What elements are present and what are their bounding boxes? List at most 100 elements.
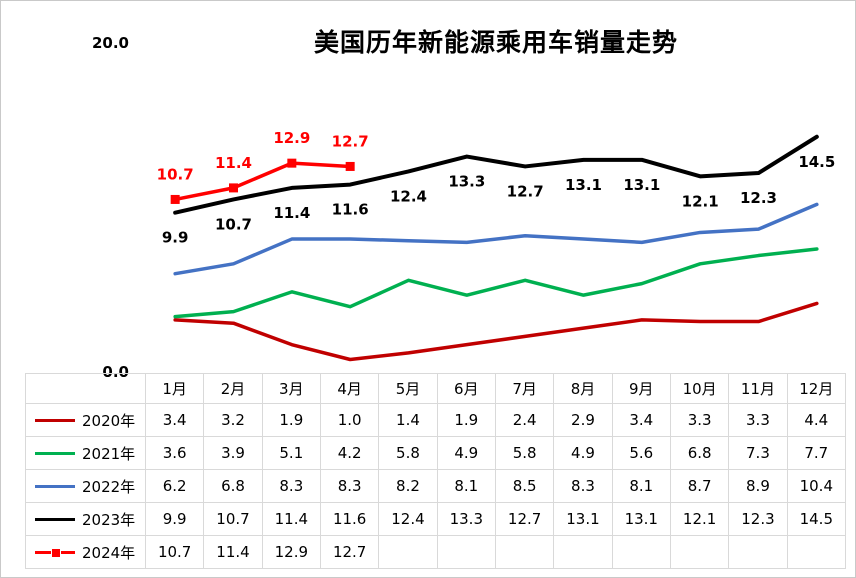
table-cell: 8.5: [494, 469, 555, 503]
table-cell: [378, 535, 438, 569]
table-cell: 5.1: [261, 436, 321, 470]
table-row-2020年: 2020年 3.4 3.2 1.9 1.0 1.4 1.9 2.4 2.9 3.4 3.3 3.3 4.…: [25, 403, 847, 437]
legend-cell-2023年: 2023年: [25, 502, 146, 536]
data-label-2023年: 12.7: [507, 182, 544, 200]
series-marker-2024年: [170, 194, 180, 204]
table-cell: 11.4: [203, 535, 263, 569]
data-label-2023年: 10.7: [215, 215, 252, 233]
table-cell: 8.3: [319, 469, 380, 503]
table-cell: 6.8: [669, 436, 730, 470]
table-cell: 4.2: [319, 436, 380, 470]
table-cell: 3.4: [611, 403, 671, 437]
table-cell: 5.6: [611, 436, 671, 470]
table-cell: 3.2: [203, 403, 263, 437]
table-cell: 3.4: [144, 403, 205, 437]
data-label-2024年: 10.7: [157, 165, 194, 183]
data-label-2023年: 14.5: [798, 153, 835, 171]
data-label-2023年: 13.1: [623, 176, 660, 194]
table-cell: [436, 535, 496, 569]
table-cell: 4.9: [553, 436, 613, 470]
data-label-2023年: 11.4: [273, 204, 310, 222]
month-header-cell: 2月: [203, 373, 263, 404]
table-cell: 12.7: [319, 535, 380, 569]
legend-label: 2021年: [82, 444, 136, 463]
table-cell: 12.3: [728, 502, 788, 536]
legend-label: 2024年: [82, 543, 136, 562]
table-body: 2020年 3.4 3.2 1.9 1.0 1.4 1.9 2.4 2.9 3.4 3.3 3.3 4.…: [25, 403, 847, 569]
month-header-cell: 9月: [611, 373, 671, 404]
month-header-cell: 12月: [786, 373, 847, 404]
table-row-2021年: 2021年 3.6 3.9 5.1 4.2 5.8 4.9 5.8 4.9 5.6 6.8 7.3 7.…: [25, 436, 847, 470]
table-cell: 12.4: [378, 502, 438, 536]
series-line-2024年: [173, 161, 352, 202]
table-cell: [611, 535, 671, 569]
table-cell: 11.4: [261, 502, 321, 536]
data-label-2023年: 13.3: [448, 173, 485, 191]
table-cell: [669, 535, 730, 569]
table-corner-cell: [25, 373, 146, 404]
table-cell: 8.3: [261, 469, 321, 503]
legend-cell-2021年: 2021年: [25, 436, 146, 470]
series-line-2023年: [173, 134, 819, 215]
table-cell: 4.4: [786, 403, 847, 437]
month-header-cell: 3月: [261, 373, 321, 404]
month-header-row: 1月 2月 3月 4月 5月 6月 7月 8月 9月 10月 11月 12月: [25, 373, 847, 404]
table-row-2023年: 2023年 9.9 10.7 11.4 11.6 12.4 13.3 12.7 13.1 13.1…: [25, 502, 847, 536]
legend-cell-2024年: 2024年: [25, 535, 146, 569]
table-cell: 13.1: [553, 502, 613, 536]
month-header-cell: 11月: [728, 373, 788, 404]
table-cell: [786, 535, 847, 569]
table-cell: 8.1: [436, 469, 496, 503]
data-label-2023年: 11.6: [332, 201, 369, 219]
month-header-cell: 8月: [553, 373, 613, 404]
data-label-2023年: 9.9: [162, 229, 189, 247]
table-cell: 13.3: [436, 502, 496, 536]
table-cell: [494, 535, 555, 569]
table-cell: 8.1: [611, 469, 671, 503]
table-cell: 8.9: [728, 469, 788, 503]
table-cell: 13.1: [611, 502, 671, 536]
table-cell: 8.7: [669, 469, 730, 503]
data-label-2023年: 12.3: [740, 189, 777, 207]
table-cell: 12.9: [261, 535, 321, 569]
table-cell: 7.7: [786, 436, 847, 470]
month-header-cell: 1月: [144, 373, 205, 404]
data-table: 1月 2月 3月 4月 5月 6月 7月 8月 9月 10月 11月 12月 2020年 3.4 3.2 1…: [25, 373, 847, 569]
table-cell: 3.3: [728, 403, 788, 437]
chart-title: 美国历年新能源乘用车销量走势: [313, 28, 678, 57]
data-label-2023年: 13.1: [565, 176, 602, 194]
legend-label: 2023年: [82, 510, 136, 529]
series-line-2021年: [173, 247, 819, 319]
table-cell: 9.9: [144, 502, 205, 536]
month-header-cell: 7月: [494, 373, 555, 404]
data-label-2023年: 12.1: [682, 192, 719, 210]
table-cell: 3.6: [144, 436, 205, 470]
table-cell: 5.8: [378, 436, 438, 470]
table-cell: 10.7: [144, 535, 205, 569]
table-cell: 12.7: [494, 502, 555, 536]
data-label-2023年: 12.4: [390, 187, 427, 205]
table-cell: 1.0: [319, 403, 380, 437]
month-header-cell: 5月: [378, 373, 438, 404]
series-marker-2024年: [229, 183, 238, 193]
legend-key-icon-2024年: [35, 547, 75, 558]
table-cell: 8.2: [378, 469, 438, 503]
table-cell: 3.3: [669, 403, 730, 437]
table-cell: 12.1: [669, 502, 730, 536]
table-row-2024年: 2024年 10.7 11.4 12.9 12.7: [25, 535, 847, 569]
month-header-cell: 4月: [319, 373, 380, 404]
table-cell: 11.6: [319, 502, 380, 536]
table-cell: 1.9: [261, 403, 321, 437]
table-cell: 14.5: [786, 502, 847, 536]
table-cell: 6.8: [203, 469, 263, 503]
legend-key-icon-2022年: [35, 482, 75, 491]
legend-label: 2020年: [82, 411, 136, 430]
table-cell: [553, 535, 613, 569]
table-cell: 4.9: [436, 436, 496, 470]
data-label-2024年: 12.7: [332, 132, 369, 150]
series-line-2022年: [173, 202, 819, 276]
series-marker-2024年: [287, 158, 297, 168]
table-cell: 2.4: [494, 403, 555, 437]
table-cell: 1.9: [436, 403, 496, 437]
